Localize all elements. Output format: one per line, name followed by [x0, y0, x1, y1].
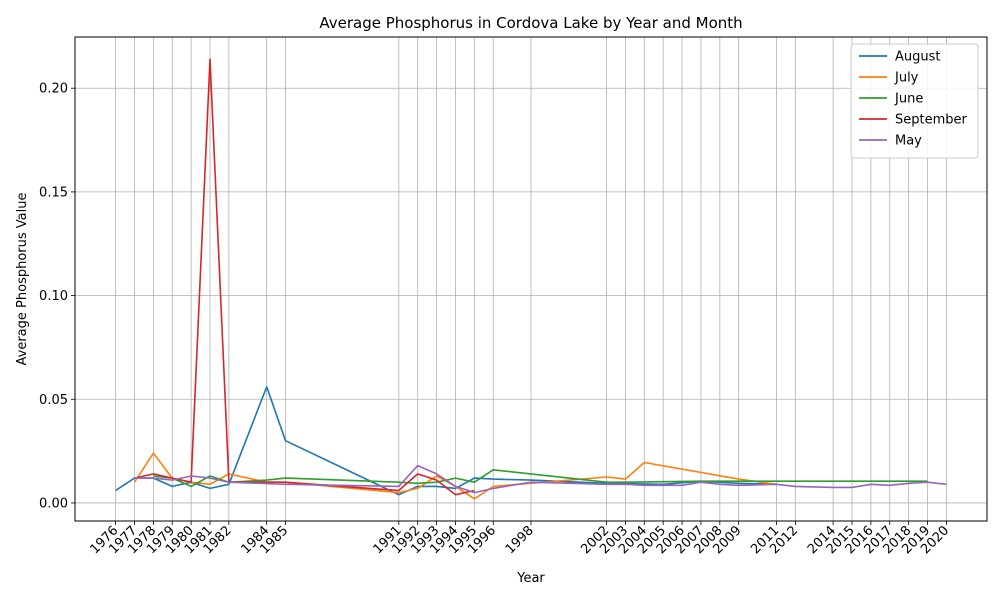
legend-label-june: June: [894, 92, 923, 107]
legend-label-september: September: [895, 113, 968, 128]
series-line-august: [115, 385, 777, 496]
legend-label-july: July: [894, 71, 919, 86]
y-tick-label: 0.20: [39, 82, 68, 97]
series-lines: [115, 58, 947, 500]
legend-label-august: August: [895, 50, 941, 65]
legend: August July June September May: [850, 43, 979, 159]
y-tick-label: 0.05: [39, 393, 68, 408]
y-axis-ticks: 0.00 0.05 0.10 0.15 0.20: [39, 82, 75, 511]
chart-title: Average Phosphorus in Cordova Lake by Ye…: [319, 14, 742, 32]
legend-label-may: May: [895, 134, 922, 149]
series-line-may: [134, 464, 947, 494]
x-axis-title: Year: [516, 571, 545, 586]
y-axis-title: Average Phosphorus Value: [15, 193, 30, 366]
y-tick-label: 0.00: [39, 496, 68, 511]
y-tick-label: 0.10: [39, 289, 68, 304]
y-tick-label: 0.15: [39, 185, 68, 200]
series-line-september: [134, 58, 475, 496]
legend-box: [850, 43, 979, 159]
